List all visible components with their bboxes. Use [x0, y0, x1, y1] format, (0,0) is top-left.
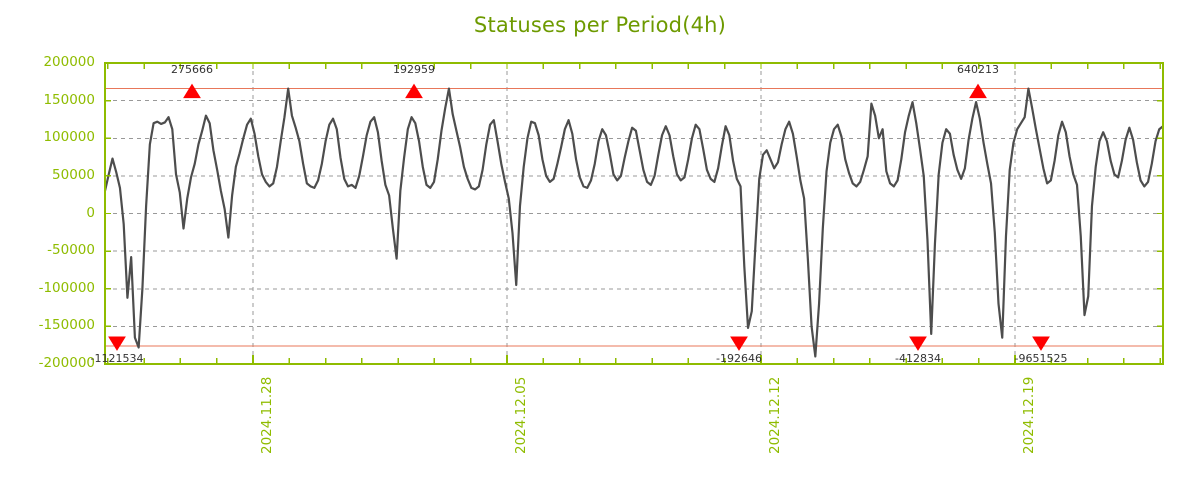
y-tick-label: 50000 [52, 166, 95, 183]
x-tick-label: 2024.11.28 [259, 376, 275, 454]
annotation-label-peak-low-3: -412834 [895, 351, 941, 365]
y-tick-label: -150000 [38, 317, 95, 334]
y-tick-label: 200000 [43, 54, 95, 70]
series-line-statuses [103, 87, 1164, 358]
x-tick-label: 2024.12.05 [513, 376, 529, 454]
annotation-marker-peak-low-2 [730, 336, 748, 351]
annotation-label-peak-low-4: -9651525 [1014, 351, 1068, 365]
y-tick-label: 150000 [43, 91, 95, 108]
axis-ticks-layer [105, 62, 1163, 365]
x-tick-label: 2024.12.19 [1021, 376, 1037, 454]
annotation-markers-layer [108, 83, 1050, 351]
annotation-marker-peak-low-4 [1032, 336, 1050, 351]
y-tick-label: -50000 [47, 242, 95, 259]
y-tick-label: -200000 [38, 355, 95, 371]
annotation-marker-peak-high-2 [405, 83, 423, 99]
x-tick-label: 2024.12.12 [767, 376, 783, 454]
annotation-label-peak-low-2: -192646 [716, 351, 762, 365]
y-tick-label: 0 [86, 204, 95, 221]
annotation-label-peak-high-3: 640213 [957, 62, 999, 76]
threshold-lines-layer [105, 87, 1163, 347]
data-series-layer [103, 87, 1164, 358]
annotation-marker-peak-low-1 [108, 336, 126, 351]
annotation-label-peak-low-1: -1121534 [90, 351, 144, 365]
annotation-marker-peak-high-3 [969, 83, 987, 99]
y-tick-label: 100000 [43, 129, 95, 146]
annotation-label-peak-high-2: 192959 [393, 62, 435, 76]
annotation-marker-peak-low-3 [909, 336, 927, 351]
annotation-marker-peak-high-1 [183, 83, 201, 99]
grid-layer [105, 63, 1163, 364]
annotation-label-peak-high-1: 275666 [171, 62, 213, 76]
chart-title: Statuses per Period(4h) [473, 13, 727, 37]
y-tick-label: -100000 [38, 279, 95, 296]
